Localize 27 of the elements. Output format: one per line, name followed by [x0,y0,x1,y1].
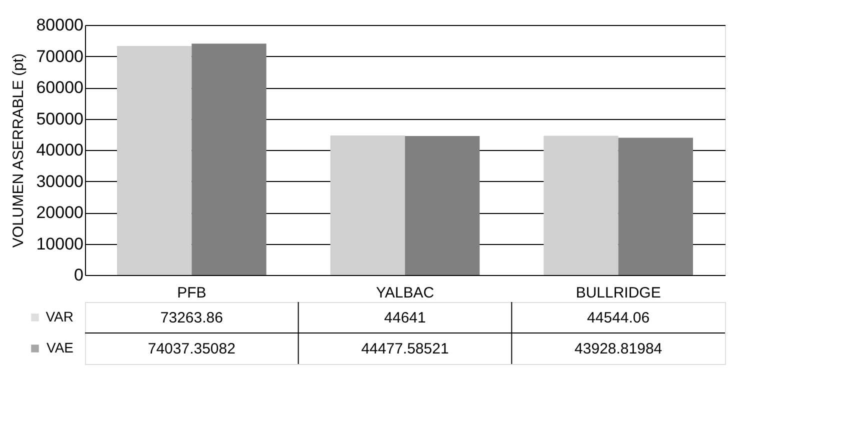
bar [330,135,405,275]
x-tick-label: BULLRIDGE [576,284,661,302]
legend-label: VAE [46,340,74,356]
data-label: 74037.35082 [148,340,236,358]
y-tick-label: 80000 [36,16,84,34]
y-tick-label: 20000 [36,203,84,222]
x-tick-label: YALBAC [376,284,434,302]
y-tick-label: 70000 [36,46,84,66]
y-tick-label: 50000 [36,109,84,128]
bar [192,44,266,275]
bar [117,46,192,275]
legend-label: VAR [46,308,74,324]
data-label: 73263.86 [160,310,223,326]
y-axis-title: VOLUMEN ASERRABLE (pt) [10,53,28,248]
x-tick-label: PFB [177,284,206,302]
y-tick-label: 40000 [36,140,84,160]
y-tick-label: 30000 [36,172,84,191]
bar [405,136,480,275]
data-label: 44641 [384,310,426,326]
y-tick-label: 0 [74,266,84,284]
y-tick-label: 10000 [36,234,84,254]
bar [544,136,618,275]
data-label: 44477.58521 [361,340,449,358]
data-label: 43928.81984 [574,340,662,358]
data-label: 44544.06 [587,310,650,326]
bar [618,138,693,275]
y-tick-label: 60000 [36,78,84,97]
